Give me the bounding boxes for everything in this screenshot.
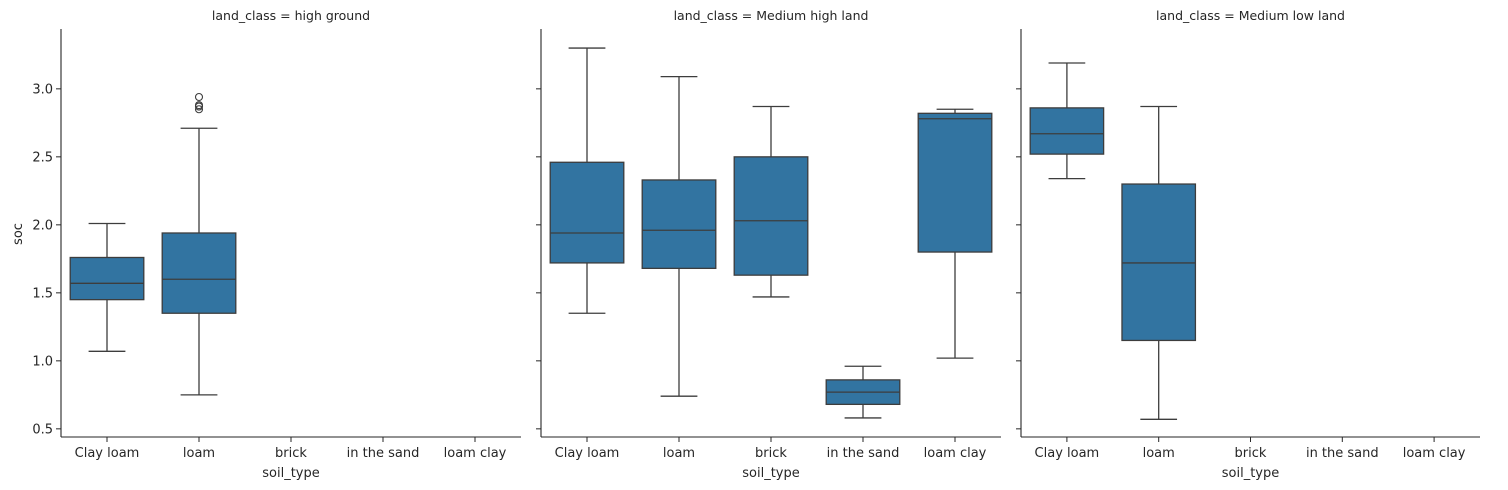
x-tick-label: in the sand [827, 446, 900, 461]
outlier-point [194, 105, 204, 114]
panel-title: land_class = Medium low land [1156, 8, 1345, 23]
x-tick-label: loam clay [1403, 446, 1466, 461]
box-loam [1121, 105, 1197, 420]
x-tick-label: brick [1235, 446, 1267, 461]
x-tick-label: Clay loam [75, 446, 140, 461]
box-clay-loam [69, 222, 145, 352]
y-tick-label: 1.5 [32, 286, 53, 301]
panel-title: land_class = Medium high land [674, 8, 869, 23]
iqr-box [917, 112, 993, 253]
box-brick [733, 105, 809, 298]
x-tick-label: in the sand [347, 446, 420, 461]
y-tick-label: 2.0 [32, 218, 53, 233]
y-axis-label: soc [11, 223, 26, 245]
box-loam [161, 92, 237, 396]
panel-title: land_class = high ground [212, 8, 370, 23]
iqr-box [733, 156, 809, 276]
y-tick-label: 0.5 [32, 422, 53, 437]
y-tick-label: 3.0 [32, 82, 53, 97]
x-axis-label: soil_type [262, 466, 320, 481]
iqr-box [69, 256, 145, 301]
x-tick-label: in the sand [1306, 446, 1379, 461]
iqr-box [641, 179, 717, 270]
facet-panels: land_class = high ground 0.5 1.0 1.5 2.0 2.5 3… [32, 8, 1480, 481]
x-tick-label: loam [663, 446, 695, 461]
box-clay-loam [549, 47, 625, 314]
outlier-point [194, 92, 204, 102]
iqr-box [1029, 107, 1105, 155]
x-tick-label: Clay loam [1035, 446, 1100, 461]
x-tick-label: brick [755, 446, 787, 461]
x-tick-label: brick [275, 446, 307, 461]
x-tick-label: loam clay [444, 446, 507, 461]
y-tick-label: 1.0 [32, 354, 53, 369]
outlier-point [194, 101, 204, 110]
box-loam-clay [917, 108, 993, 359]
y-tick-label: 2.5 [32, 150, 53, 165]
x-axis-label: soil_type [1222, 466, 1280, 481]
x-tick-label: loam [183, 446, 215, 461]
x-tick-label: Clay loam [555, 446, 620, 461]
iqr-box [549, 161, 625, 264]
iqr-box [1121, 183, 1197, 342]
panel-2: land_class = Medium high land Clay loam lo… [536, 8, 1001, 481]
panel-3: land_class = Medium low land Clay loam loa… [1016, 8, 1480, 481]
box-loam [641, 75, 717, 397]
iqr-box [161, 232, 237, 314]
panel-1: land_class = high ground 0.5 1.0 1.5 2.0 2.5 3… [32, 8, 521, 481]
x-tick-label: loam clay [924, 446, 987, 461]
box-clay-loam [1029, 62, 1105, 180]
box-in-the-sand [825, 365, 901, 419]
x-axis-label: soil_type [742, 466, 800, 481]
x-tick-label: loam [1143, 446, 1175, 461]
